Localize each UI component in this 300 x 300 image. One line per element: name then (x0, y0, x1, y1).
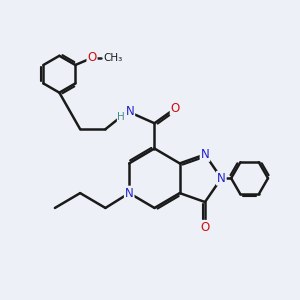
Text: O: O (87, 51, 97, 64)
Text: H: H (117, 112, 125, 122)
Text: CH₃: CH₃ (104, 53, 123, 63)
Text: N: N (217, 172, 226, 185)
Text: N: N (201, 148, 209, 161)
Text: O: O (171, 102, 180, 115)
Text: N: N (125, 187, 134, 200)
Text: O: O (200, 221, 210, 234)
Text: N: N (126, 105, 134, 118)
